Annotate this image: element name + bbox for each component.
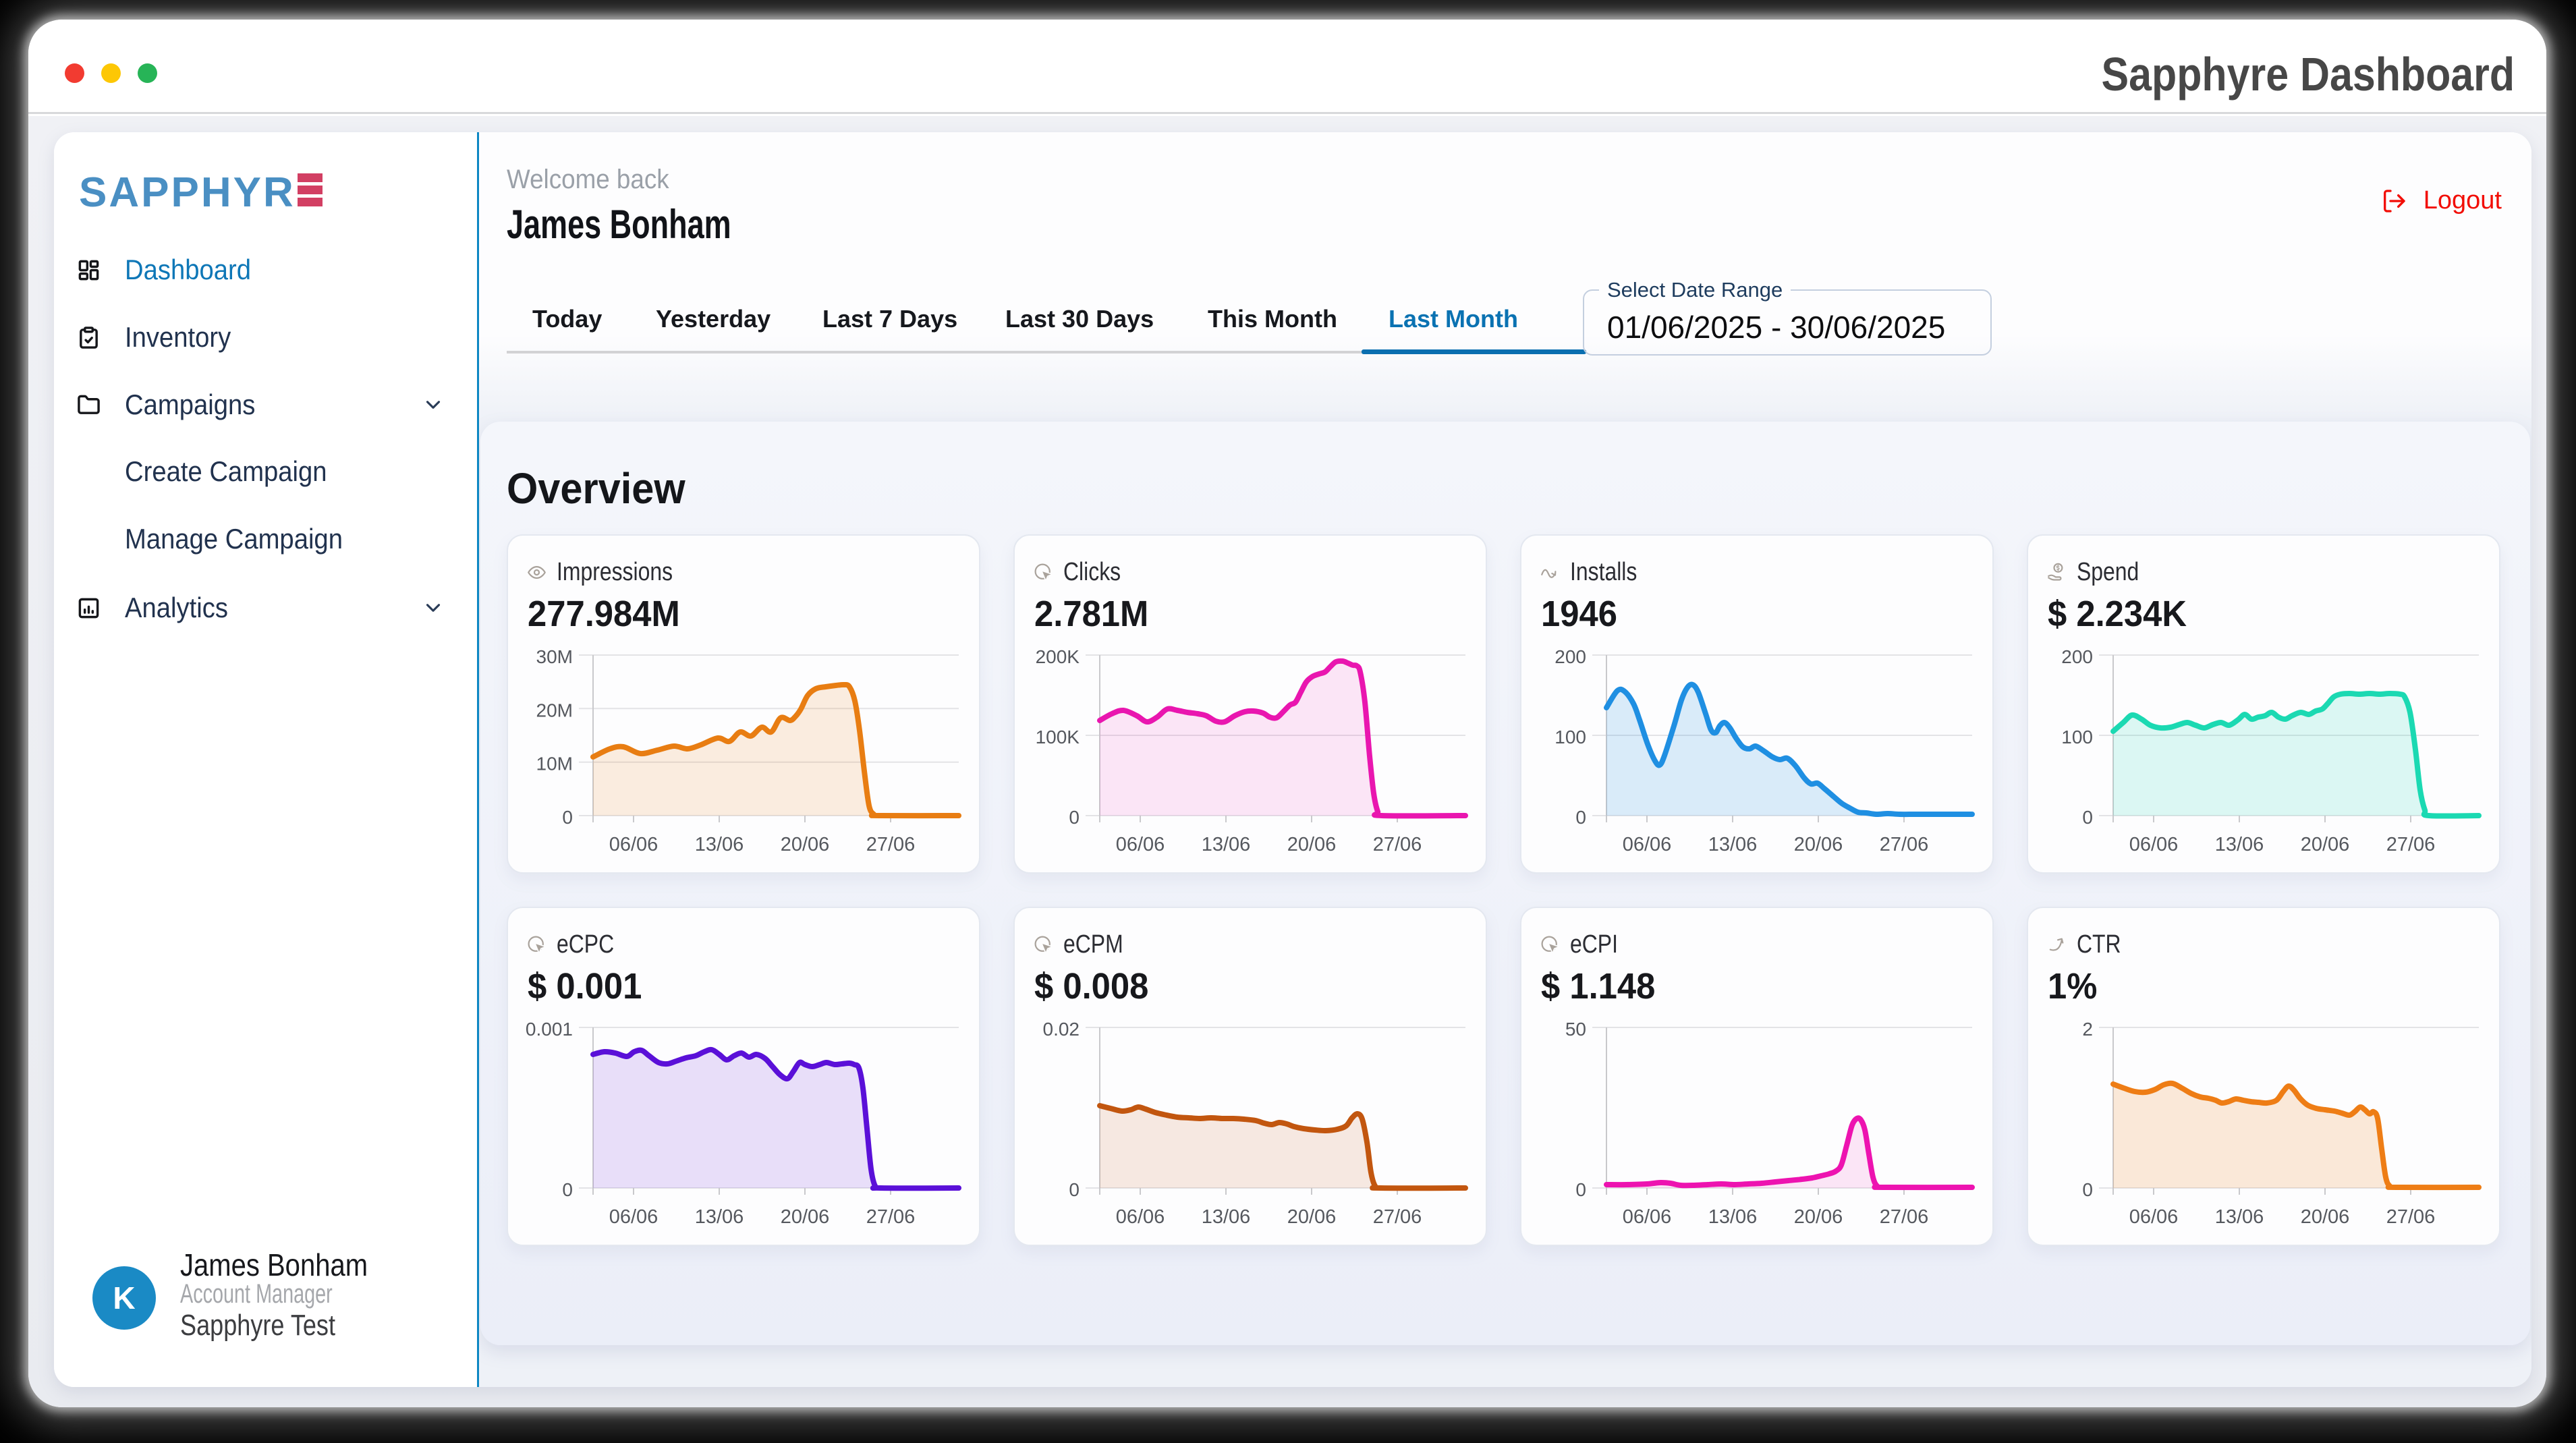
svg-text:13/06: 13/06: [1202, 1206, 1251, 1228]
svg-text:06/06: 06/06: [609, 834, 659, 855]
svg-text:20/06: 20/06: [2301, 834, 2350, 855]
svg-text:0: 0: [562, 1179, 573, 1200]
svg-text:13/06: 13/06: [2215, 834, 2264, 855]
svg-text:27/06: 27/06: [2386, 1206, 2436, 1228]
svg-text:100: 100: [1555, 727, 1586, 747]
svg-text:27/06: 27/06: [866, 834, 916, 855]
svg-text:06/06: 06/06: [1623, 1206, 1672, 1228]
svg-text:13/06: 13/06: [1708, 834, 1758, 855]
svg-text:20M: 20M: [536, 700, 573, 720]
svg-text:100: 100: [2061, 727, 2093, 747]
svg-text:27/06: 27/06: [2386, 834, 2436, 855]
svg-text:200: 200: [2061, 646, 2093, 667]
svg-text:0.02: 0.02: [1043, 1019, 1080, 1040]
svg-text:0: 0: [2082, 807, 2093, 828]
svg-text:06/06: 06/06: [609, 1206, 659, 1228]
svg-text:0: 0: [2082, 1179, 2093, 1200]
svg-text:200: 200: [1555, 646, 1586, 667]
svg-text:20/06: 20/06: [781, 1206, 830, 1228]
svg-text:0: 0: [1575, 1179, 1586, 1200]
svg-text:50: 50: [1565, 1019, 1586, 1040]
svg-text:100K: 100K: [1036, 727, 1080, 747]
svg-text:0: 0: [1575, 807, 1586, 828]
svg-text:13/06: 13/06: [2215, 1206, 2264, 1228]
svg-text:20/06: 20/06: [1794, 834, 1843, 855]
svg-text:10M: 10M: [536, 754, 573, 774]
svg-text:20/06: 20/06: [1794, 1206, 1843, 1228]
svg-text:13/06: 13/06: [1202, 834, 1251, 855]
svg-text:200K: 200K: [1036, 646, 1080, 667]
svg-text:13/06: 13/06: [695, 834, 744, 855]
svg-text:27/06: 27/06: [1373, 1206, 1422, 1228]
svg-text:27/06: 27/06: [1880, 834, 1929, 855]
svg-text:06/06: 06/06: [2129, 1206, 2179, 1228]
svg-text:20/06: 20/06: [1287, 1206, 1337, 1228]
svg-text:06/06: 06/06: [1623, 834, 1672, 855]
svg-text:20/06: 20/06: [1287, 834, 1337, 855]
svg-text:27/06: 27/06: [1880, 1206, 1929, 1228]
svg-text:06/06: 06/06: [2129, 834, 2179, 855]
svg-text:0: 0: [1069, 1179, 1080, 1200]
svg-text:13/06: 13/06: [695, 1206, 744, 1228]
svg-text:27/06: 27/06: [866, 1206, 916, 1228]
svg-text:20/06: 20/06: [2301, 1206, 2350, 1228]
svg-text:13/06: 13/06: [1708, 1206, 1758, 1228]
svg-text:20/06: 20/06: [781, 834, 830, 855]
svg-text:27/06: 27/06: [1373, 834, 1422, 855]
svg-text:0: 0: [1069, 807, 1080, 828]
svg-text:0.001: 0.001: [526, 1019, 573, 1040]
svg-text:30M: 30M: [536, 646, 573, 667]
svg-text:2: 2: [2082, 1019, 2093, 1040]
svg-text:06/06: 06/06: [1116, 834, 1165, 855]
svg-text:0: 0: [562, 807, 573, 828]
svg-text:06/06: 06/06: [1116, 1206, 1165, 1228]
